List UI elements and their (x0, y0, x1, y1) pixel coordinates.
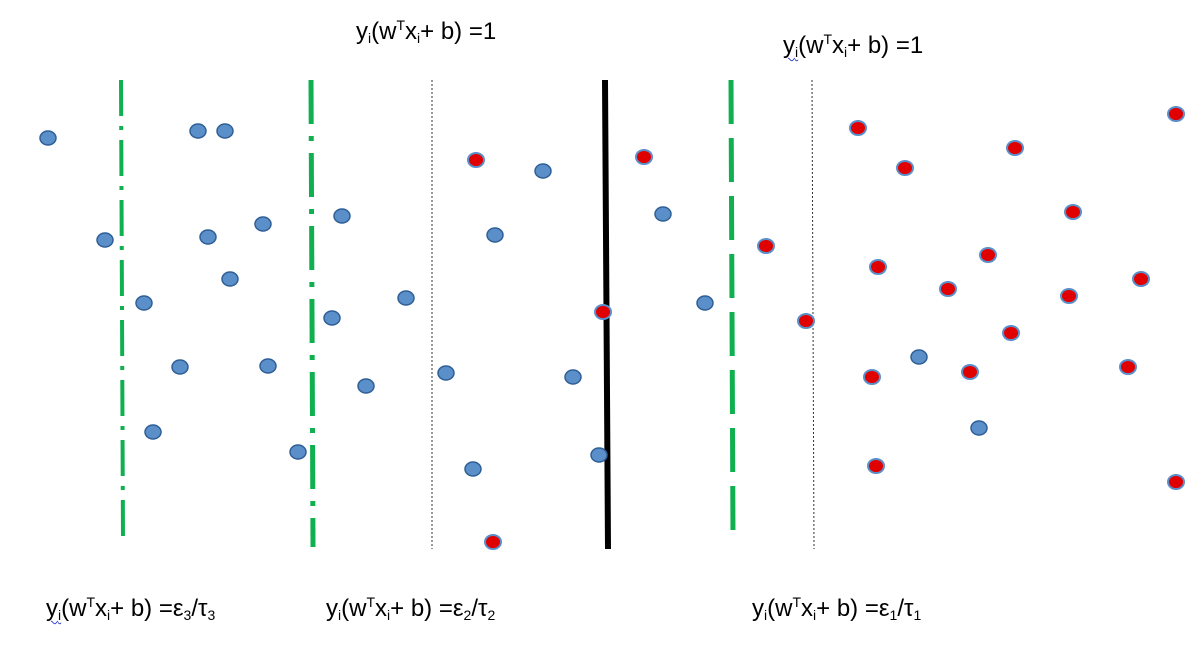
data-point-blue (397, 290, 415, 306)
data-point-red (797, 313, 815, 329)
equation-top-right: yi(wTxi+ b) =1 (783, 31, 924, 60)
data-point-red (1064, 204, 1082, 220)
data-point-blue (534, 163, 552, 179)
data-point-blue (144, 424, 162, 440)
data-point-red (961, 364, 979, 380)
margin-line-epsilon3 (119, 79, 125, 541)
data-point-red (594, 304, 612, 320)
data-point-blue (39, 130, 57, 146)
data-point-blue (221, 271, 239, 287)
equation-top-left: yi(wTxi+ b) =1 (356, 17, 497, 46)
data-point-blue (654, 206, 672, 222)
data-point-blue (590, 447, 608, 463)
data-point-blue (216, 123, 234, 139)
data-point-red (635, 149, 653, 165)
data-point-red (467, 152, 485, 168)
data-point-blue (970, 420, 988, 436)
data-point-red (939, 281, 957, 297)
data-point-blue (564, 369, 582, 385)
equation-bottom-epsilon2: yi(wTxi+ b) =ε2/τ2 (326, 594, 496, 623)
data-point-blue (910, 349, 928, 365)
margin-line-plus-one-right (811, 79, 815, 550)
data-point-blue (199, 229, 217, 245)
data-point-blue (259, 358, 277, 374)
data-point-blue (189, 123, 207, 139)
data-point-blue (254, 216, 272, 232)
data-point-blue (171, 359, 189, 375)
data-point-red (1006, 140, 1024, 156)
data-point-blue (696, 295, 714, 311)
data-point-blue (96, 232, 114, 248)
data-point-red (757, 238, 775, 254)
data-point-red (1060, 288, 1078, 304)
data-point-red (1119, 359, 1137, 375)
data-point-red (867, 458, 885, 474)
data-point-blue (357, 378, 375, 394)
data-point-blue (486, 227, 504, 243)
data-point-red (1167, 474, 1185, 490)
data-point-red (869, 259, 887, 275)
margin-line-epsilon2 (308, 79, 316, 548)
equation-bottom-epsilon1: yi(wTxi+ b) =ε1/τ1 (752, 594, 922, 623)
data-point-red (863, 369, 881, 385)
data-point-red (849, 120, 867, 136)
data-point-blue (135, 295, 153, 311)
data-point-blue (464, 461, 482, 477)
data-point-red (979, 247, 997, 263)
equation-bottom-epsilon3: yi(wTxi+ b) =ε3/τ3 (46, 594, 216, 623)
data-point-red (1002, 325, 1020, 341)
data-point-blue (333, 208, 351, 224)
data-point-blue (289, 444, 307, 460)
data-point-red (896, 160, 914, 176)
margin-line-epsilon1 (728, 79, 736, 541)
data-point-blue (437, 365, 455, 381)
data-point-red (1167, 106, 1185, 122)
data-point-blue (323, 310, 341, 326)
data-point-red (1132, 271, 1150, 287)
data-point-red (484, 534, 502, 550)
